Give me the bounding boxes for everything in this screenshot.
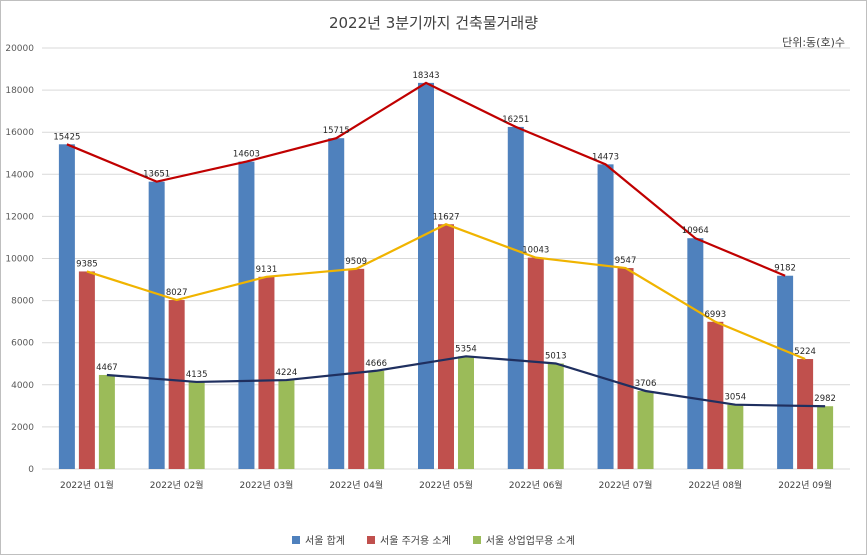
bar-total xyxy=(58,144,75,469)
bar-commercial xyxy=(727,404,744,469)
bar-total xyxy=(238,161,255,469)
legend-swatch-commercial xyxy=(472,535,481,544)
y-tick-label: 20000 xyxy=(5,44,34,54)
data-label: 15715 xyxy=(323,126,350,136)
bar-commercial xyxy=(278,380,295,469)
bar-residential xyxy=(707,321,724,469)
data-label: 3054 xyxy=(725,393,747,403)
data-label: 9182 xyxy=(774,264,796,274)
bar-total xyxy=(328,138,345,469)
x-tick-label: 2022년 01월 xyxy=(60,479,114,491)
x-tick-label: 2022년 09월 xyxy=(778,479,832,491)
unit-label: 단위:동(호)수 xyxy=(782,36,845,49)
bar-residential xyxy=(438,224,454,469)
y-tick-label: 8000 xyxy=(11,297,34,307)
data-label: 13651 xyxy=(143,170,170,180)
data-label: 9547 xyxy=(615,256,637,266)
data-label: 16251 xyxy=(502,115,529,125)
bar-total xyxy=(418,82,434,469)
y-tick-label: 16000 xyxy=(5,128,34,138)
bar-residential xyxy=(258,276,275,469)
bar-total xyxy=(597,164,614,469)
x-tick-label: 2022년 06월 xyxy=(509,479,563,491)
bar-commercial xyxy=(817,406,834,469)
data-label: 5224 xyxy=(794,347,816,357)
chart-title: 2022년 3분기까지 건축물거래량 xyxy=(328,14,539,32)
data-label: 9509 xyxy=(345,257,367,267)
legend-item-commercial: 서울 상업업무용 소계 xyxy=(472,532,575,547)
bar-total xyxy=(148,181,165,469)
data-label: 8027 xyxy=(166,288,188,298)
bar-residential xyxy=(797,359,814,469)
legend-swatch-total xyxy=(292,535,301,544)
x-tick-label: 2022년 08월 xyxy=(688,479,742,491)
data-label: 9385 xyxy=(76,259,98,269)
y-tick-label: 6000 xyxy=(11,339,34,349)
bar-commercial xyxy=(547,363,564,469)
data-label: 3706 xyxy=(635,379,657,389)
data-label: 2982 xyxy=(814,394,836,404)
data-label: 9131 xyxy=(256,265,278,275)
bar-residential xyxy=(617,268,634,469)
bar-commercial xyxy=(458,356,474,469)
data-label: 6993 xyxy=(705,310,727,320)
bar-residential xyxy=(348,268,365,469)
trend-line-residential xyxy=(86,223,806,361)
bar-commercial xyxy=(188,381,205,469)
legend-label-residential: 서울 주거용 소계 xyxy=(380,536,451,547)
data-label: 10043 xyxy=(522,246,549,256)
y-tick-label: 2000 xyxy=(11,423,34,433)
data-label: 14473 xyxy=(592,152,619,162)
bar-total xyxy=(507,126,524,470)
y-tick-label: 4000 xyxy=(11,381,34,391)
data-label: 4135 xyxy=(186,370,208,380)
legend: 서울 합계 서울 주거용 소계 서울 상업업무용 소계 xyxy=(0,532,867,547)
legend-item-residential: 서울 주거용 소계 xyxy=(367,532,451,547)
y-tick-label: 12000 xyxy=(5,212,34,222)
trend-line-commercial xyxy=(106,355,826,408)
legend-label-commercial: 서울 상업업무용 소계 xyxy=(485,536,575,547)
data-label: 4467 xyxy=(96,363,118,373)
bar-residential xyxy=(78,271,95,469)
data-label: 14603 xyxy=(233,150,260,160)
x-tick-label: 2022년 03월 xyxy=(240,479,294,491)
legend-swatch-residential xyxy=(367,535,376,544)
data-label: 10964 xyxy=(682,226,709,236)
bar-commercial xyxy=(368,370,385,469)
trend-line-total xyxy=(66,81,786,277)
y-tick-label: 14000 xyxy=(5,170,34,180)
legend-item-total: 서울 합계 xyxy=(292,532,345,547)
y-tick-label: 18000 xyxy=(5,86,34,96)
data-label: 15425 xyxy=(53,132,80,142)
bar-residential xyxy=(527,257,544,469)
y-tick-label: 0 xyxy=(28,465,34,475)
x-tick-label: 2022년 07월 xyxy=(599,479,653,491)
bar-commercial xyxy=(637,390,654,469)
y-tick-label: 10000 xyxy=(5,255,34,265)
data-label: 4224 xyxy=(276,368,298,378)
x-tick-label: 2022년 05월 xyxy=(419,479,473,491)
bar-residential xyxy=(168,300,185,469)
bar-total xyxy=(687,238,704,469)
x-tick-label: 2022년 02월 xyxy=(150,479,204,491)
bar-total xyxy=(777,275,794,469)
data-label: 4666 xyxy=(365,359,387,369)
x-tick-label: 2022년 04월 xyxy=(329,479,383,491)
data-label: 5354 xyxy=(455,344,477,354)
data-label: 18343 xyxy=(412,71,439,81)
legend-label-total: 서울 합계 xyxy=(305,536,346,547)
data-label: 5013 xyxy=(545,351,567,361)
bar-commercial xyxy=(98,374,115,469)
data-label: 11627 xyxy=(432,212,459,222)
